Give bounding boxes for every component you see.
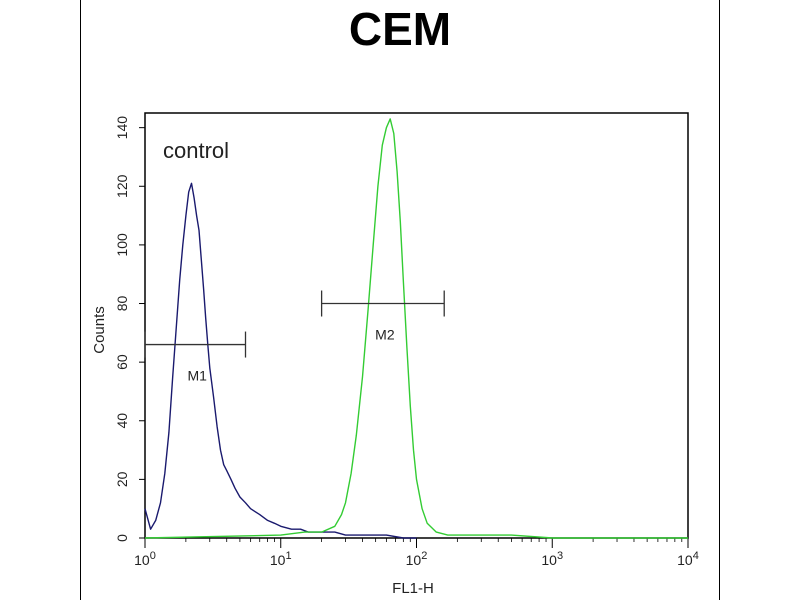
marker-label: M2 [375,327,395,343]
y-tick-label: 60 [114,354,130,370]
y-axis-label: Counts [91,306,108,354]
plot-area [144,112,689,539]
y-tick-label: 20 [114,471,130,487]
y-tick-label: 40 [114,413,130,429]
x-tick-label: 104 [677,550,699,568]
y-axis: 0 20 40 60 80 100 120 140 [114,116,145,542]
marker-label: M1 [188,368,208,384]
y-tick-label: 0 [114,534,130,542]
x-tick-label: 103 [541,550,563,568]
control-annotation: control [163,138,229,163]
series-group [144,118,688,539]
y-tick-label: 80 [114,296,130,312]
x-tick-label: 100 [134,550,156,568]
y-tick-label: 140 [114,116,130,140]
y-tick-label: 120 [114,174,130,198]
x-tick-label: 101 [270,550,292,568]
marker-group: M1 M2 [144,290,445,384]
x-tick-label: 102 [406,550,428,568]
x-axis-label: FL1-H [392,580,434,597]
y-tick-label: 100 [114,233,130,257]
sample-histogram-line [144,118,688,539]
chart-title: CEM [348,3,452,55]
x-axis: 100 101 102 103 104 [134,538,699,568]
